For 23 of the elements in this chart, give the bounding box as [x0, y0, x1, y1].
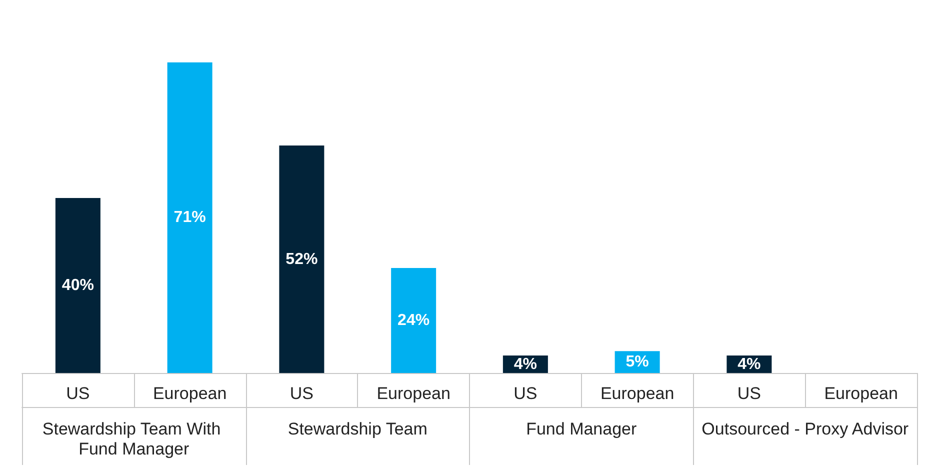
data-label: 4%	[514, 356, 537, 373]
data-label: 52%	[286, 250, 318, 268]
x-tick-label: Stewardship Team	[288, 420, 428, 438]
text: European	[376, 384, 450, 403]
x-tick-label: Stewardship Team With Fund Manager	[42, 420, 226, 458]
text: US	[737, 384, 761, 403]
text: US	[514, 384, 538, 403]
text: European	[152, 384, 227, 403]
data-label: 40%	[62, 277, 94, 294]
data-label: 24%	[398, 312, 430, 329]
series-label: European	[600, 384, 674, 403]
bar	[279, 146, 324, 373]
x-tick-label: Fund Manager	[526, 420, 637, 438]
series-label: US	[66, 384, 90, 403]
x-tick-label: Outsourced - Proxy Advisor	[702, 420, 909, 438]
text: European	[824, 384, 898, 403]
data-label: 5%	[626, 354, 649, 371]
bar	[167, 62, 212, 373]
data-label: 71%	[174, 209, 206, 226]
bar	[391, 268, 436, 373]
data-label: 4%	[738, 356, 761, 373]
text: US	[290, 384, 314, 403]
bar	[55, 198, 100, 373]
